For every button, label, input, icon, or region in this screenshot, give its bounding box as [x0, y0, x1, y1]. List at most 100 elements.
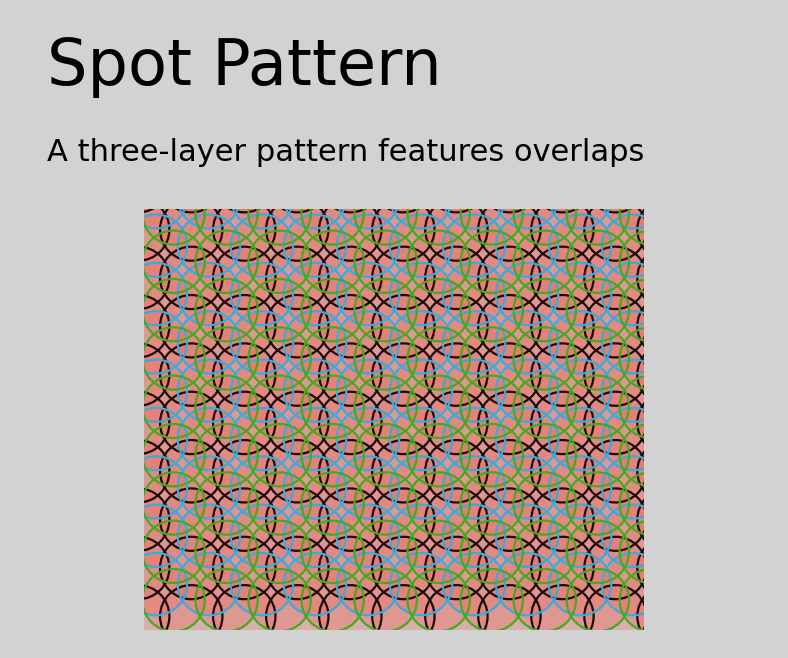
Circle shape [655, 118, 717, 180]
Text: A three-layer pattern features overlaps: A three-layer pattern features overlaps [47, 138, 645, 167]
Circle shape [531, 488, 593, 551]
Circle shape [107, 295, 169, 357]
Circle shape [478, 440, 541, 503]
Circle shape [761, 408, 788, 470]
Circle shape [319, 198, 381, 261]
Circle shape [514, 134, 576, 196]
Circle shape [460, 182, 523, 245]
Circle shape [761, 505, 788, 567]
Circle shape [514, 86, 576, 148]
Circle shape [690, 343, 753, 406]
Circle shape [496, 408, 558, 470]
Circle shape [460, 327, 523, 390]
Circle shape [213, 440, 276, 503]
Circle shape [549, 456, 611, 519]
Circle shape [584, 440, 647, 503]
Circle shape [637, 295, 700, 357]
Circle shape [231, 553, 293, 615]
Circle shape [531, 537, 593, 599]
Circle shape [690, 585, 753, 647]
Circle shape [143, 86, 205, 148]
Circle shape [248, 230, 310, 293]
Circle shape [584, 198, 647, 261]
Circle shape [107, 585, 169, 647]
Circle shape [266, 247, 329, 309]
Circle shape [690, 537, 753, 599]
Circle shape [726, 424, 788, 486]
Circle shape [761, 311, 788, 374]
Circle shape [319, 247, 381, 309]
Circle shape [761, 553, 788, 615]
Circle shape [178, 166, 240, 228]
Circle shape [336, 553, 400, 615]
Circle shape [496, 263, 558, 325]
Circle shape [619, 520, 682, 583]
Circle shape [107, 392, 169, 454]
Circle shape [302, 472, 364, 535]
Circle shape [531, 101, 593, 164]
Circle shape [460, 376, 523, 438]
Circle shape [107, 101, 169, 164]
Circle shape [248, 424, 310, 486]
Circle shape [390, 456, 452, 519]
Circle shape [284, 263, 346, 325]
Circle shape [496, 553, 558, 615]
Circle shape [195, 569, 258, 632]
Circle shape [743, 488, 788, 551]
Circle shape [355, 472, 417, 535]
Circle shape [107, 440, 169, 503]
Circle shape [178, 311, 240, 374]
Circle shape [143, 279, 205, 342]
Circle shape [655, 311, 717, 374]
Circle shape [107, 537, 169, 599]
Circle shape [514, 376, 576, 438]
Circle shape [195, 230, 258, 293]
Circle shape [160, 343, 222, 406]
Circle shape [195, 86, 258, 148]
Circle shape [726, 472, 788, 535]
Circle shape [549, 311, 611, 374]
Circle shape [248, 182, 310, 245]
Circle shape [390, 69, 452, 132]
Circle shape [726, 230, 788, 293]
Circle shape [602, 408, 664, 470]
Circle shape [266, 585, 329, 647]
Circle shape [319, 585, 381, 647]
Circle shape [160, 537, 222, 599]
Circle shape [478, 392, 541, 454]
Circle shape [637, 343, 700, 406]
Circle shape [443, 311, 505, 374]
Circle shape [302, 230, 364, 293]
Circle shape [549, 69, 611, 132]
Circle shape [531, 440, 593, 503]
Text: Spot Pattern: Spot Pattern [47, 36, 442, 97]
Circle shape [372, 101, 434, 164]
Circle shape [426, 585, 488, 647]
Circle shape [743, 585, 788, 647]
Circle shape [407, 472, 470, 535]
Circle shape [673, 327, 735, 390]
Circle shape [743, 198, 788, 261]
Circle shape [336, 69, 400, 132]
Circle shape [743, 537, 788, 599]
Circle shape [390, 118, 452, 180]
Circle shape [637, 488, 700, 551]
Circle shape [195, 520, 258, 583]
Circle shape [160, 440, 222, 503]
Circle shape [655, 408, 717, 470]
Circle shape [284, 505, 346, 567]
Circle shape [390, 505, 452, 567]
Circle shape [514, 569, 576, 632]
Circle shape [231, 263, 293, 325]
Circle shape [619, 472, 682, 535]
Circle shape [319, 392, 381, 454]
Circle shape [426, 198, 488, 261]
Circle shape [372, 295, 434, 357]
Circle shape [514, 327, 576, 390]
Circle shape [372, 343, 434, 406]
Circle shape [779, 376, 788, 438]
Circle shape [673, 520, 735, 583]
Circle shape [125, 408, 187, 470]
Circle shape [160, 295, 222, 357]
Circle shape [213, 343, 276, 406]
